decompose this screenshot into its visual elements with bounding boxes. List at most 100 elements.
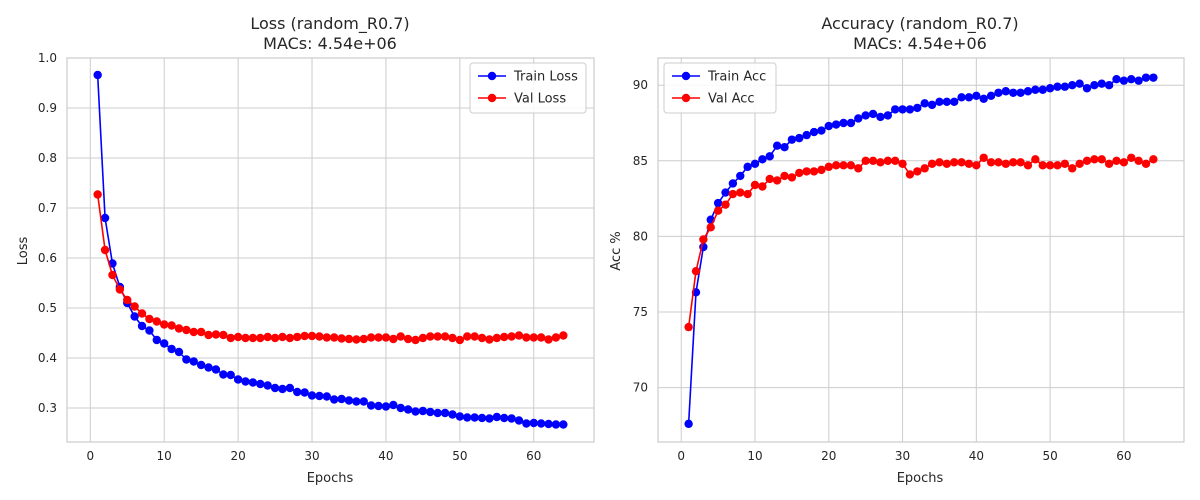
loss-train-loss-point xyxy=(322,392,331,401)
accuracy-train-acc-point xyxy=(1149,73,1158,82)
loss-val-loss-point xyxy=(514,331,524,340)
accuracy-val-acc-point xyxy=(699,235,708,244)
loss-train-loss-point xyxy=(300,388,309,397)
accuracy-train-acc-point xyxy=(772,141,782,150)
loss-train-loss-point xyxy=(544,419,553,429)
accuracy-train-acc-point xyxy=(1016,88,1025,97)
loss-legend-label-val-loss: Val Loss xyxy=(514,92,566,107)
loss-val-loss-point xyxy=(152,317,161,326)
accuracy-val-acc-point xyxy=(1090,155,1099,164)
accuracy-plot-area xyxy=(658,58,1184,442)
accuracy-tick-labels: 0 10 20 30 40 50 60 70 75 80 85 90 xyxy=(633,78,1132,463)
accuracy-val-acc-point xyxy=(905,170,915,179)
loss-val-loss-point xyxy=(211,330,221,339)
accuracy-train-acc-point xyxy=(1031,85,1040,94)
accuracy-train-acc-point xyxy=(1127,74,1136,84)
accuracy-x-tick-label: 40 xyxy=(969,449,984,463)
loss-val-loss-point xyxy=(492,333,501,343)
accuracy-train-acc-point xyxy=(1009,88,1018,97)
loss-val-loss-point xyxy=(418,333,428,343)
loss-val-loss-point xyxy=(389,334,398,344)
loss-legend-label-train-loss: Train Loss xyxy=(513,70,578,85)
accuracy-train-acc-point xyxy=(876,112,885,122)
accuracy-val-acc-point xyxy=(1112,156,1121,165)
accuracy-train-acc-point xyxy=(972,91,981,101)
accuracy-train-acc-point xyxy=(728,179,738,188)
loss-train-loss-point xyxy=(485,414,494,423)
accuracy-val-acc-point xyxy=(787,173,797,182)
accuracy-val-acc-point xyxy=(1075,159,1084,169)
accuracy-val-acc-point xyxy=(824,162,833,172)
loss-plot-area xyxy=(67,58,594,442)
accuracy-train-acc-point xyxy=(890,105,900,114)
accuracy-x-tick-label: 10 xyxy=(747,449,762,463)
accuracy-val-acc-point xyxy=(780,171,789,181)
accuracy-train-acc-point xyxy=(868,109,878,119)
accuracy-train-acc-point xyxy=(1082,84,1092,93)
accuracy-val-acc-point xyxy=(957,158,966,167)
accuracy-train-acc-point xyxy=(898,105,907,114)
loss-val-loss-point xyxy=(293,332,302,342)
accuracy-val-acc-point xyxy=(942,159,952,169)
accuracy-val-acc-point xyxy=(890,156,900,165)
accuracy-train-acc-point xyxy=(1023,87,1033,96)
accuracy-train-acc-point xyxy=(883,111,892,120)
loss-train-loss-point xyxy=(293,387,302,397)
accuracy-val-acc-point xyxy=(839,161,848,170)
loss-train-loss-point xyxy=(374,401,383,411)
loss-train-loss-point xyxy=(189,357,198,366)
loss-train-loss-point xyxy=(204,363,213,372)
accuracy-legend-marker-val-acc xyxy=(681,93,691,103)
loss-train-loss-point xyxy=(507,414,516,423)
loss-x-tick-label: 20 xyxy=(230,449,245,463)
loss-val-loss-point xyxy=(448,333,457,343)
accuracy-y-tick-label: 70 xyxy=(633,381,648,395)
accuracy-train-acc-point xyxy=(942,97,952,107)
loss-y-tick-label: 0.7 xyxy=(38,201,57,215)
loss-train-loss-point xyxy=(352,397,361,406)
loss-train-loss-point xyxy=(381,402,391,411)
accuracy-train-acc-point xyxy=(1134,76,1143,85)
accuracy-val-acc-point xyxy=(1009,158,1018,167)
loss-train-loss-point xyxy=(500,413,509,423)
loss-chart-ylabel: Loss xyxy=(16,237,31,266)
accuracy-val-acc-point xyxy=(972,161,981,170)
loss-x-tick-label: 30 xyxy=(304,449,319,463)
loss-val-loss-point xyxy=(130,302,139,311)
accuracy-val-acc-point xyxy=(772,176,782,185)
accuracy-train-acc-point xyxy=(684,419,693,429)
loss-val-loss-point xyxy=(307,331,317,341)
loss-val-loss-point xyxy=(241,333,250,343)
accuracy-train-acc-point xyxy=(713,198,723,208)
accuracy-train-acc-point xyxy=(743,162,752,172)
loss-train-loss-point xyxy=(241,377,250,386)
accuracy-val-acc-point xyxy=(1082,156,1092,165)
loss-train-loss-point xyxy=(248,378,258,387)
accuracy-x-tick-label: 60 xyxy=(1116,449,1131,463)
accuracy-chart-subtitle: MACs: 4.54e+06 xyxy=(853,34,987,53)
accuracy-train-acc-point xyxy=(1090,81,1099,90)
loss-val-loss-point xyxy=(160,320,169,329)
accuracy-val-acc-point xyxy=(802,167,811,176)
accuracy-legend-label-train-acc: Train Acc xyxy=(707,70,766,85)
accuracy-y-tick-label: 80 xyxy=(633,229,648,243)
loss-val-loss-point xyxy=(426,332,435,341)
loss-chart-subtitle: MACs: 4.54e+06 xyxy=(263,34,397,53)
loss-train-loss-point xyxy=(219,370,228,379)
accuracy-train-acc-point xyxy=(817,126,826,135)
loss-val-loss-point xyxy=(256,333,265,343)
loss-val-loss-point xyxy=(100,245,110,255)
accuracy-train-acc-point xyxy=(780,143,789,152)
loss-val-loss-point xyxy=(485,335,494,344)
accuracy-train-acc-point xyxy=(920,99,929,108)
loss-train-loss-point xyxy=(233,375,243,384)
loss-val-loss-point xyxy=(411,335,420,345)
loss-val-loss-point xyxy=(145,314,154,324)
loss-train-loss-point xyxy=(522,419,531,428)
loss-x-tick-label: 40 xyxy=(378,449,393,463)
loss-val-loss-point xyxy=(233,332,243,342)
loss-val-loss-point xyxy=(381,333,391,342)
loss-y-tick-label: 0.6 xyxy=(38,251,57,265)
loss-val-loss-point xyxy=(108,270,117,280)
loss-val-loss-point xyxy=(433,332,442,341)
